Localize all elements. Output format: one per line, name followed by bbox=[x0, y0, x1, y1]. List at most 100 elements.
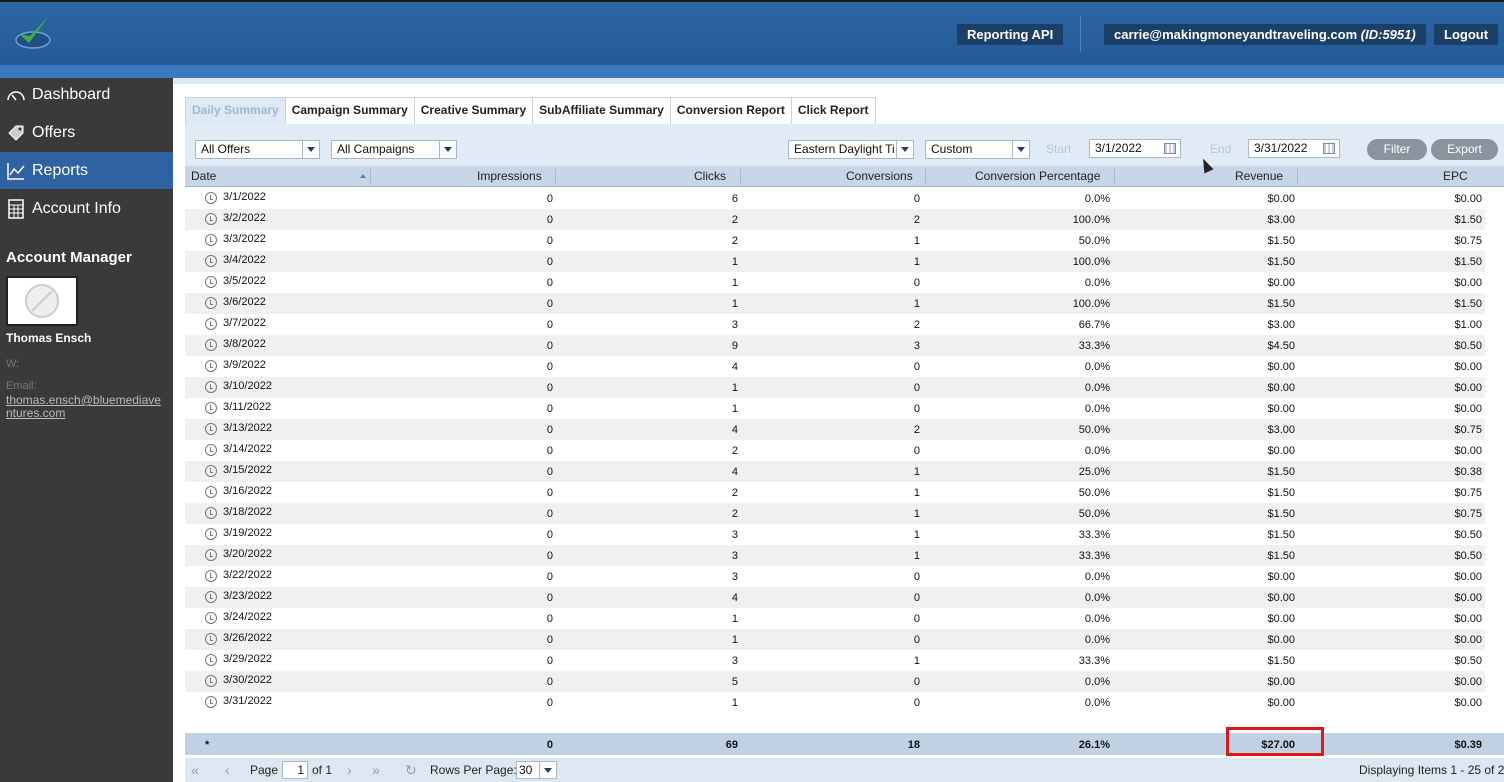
clock-icon[interactable] bbox=[205, 402, 217, 414]
column-header-conversion-percentage[interactable]: Conversion Percentage bbox=[975, 169, 1101, 183]
table-row[interactable]: 3/11/2022 0 1 0 0.0% $0.00 $0.00 bbox=[185, 398, 1485, 419]
clock-icon[interactable] bbox=[205, 276, 217, 288]
column-divider bbox=[740, 169, 741, 184]
table-row[interactable]: 3/22/2022 0 3 0 0.0% $0.00 $0.00 bbox=[185, 566, 1485, 587]
end-date-input[interactable]: 3/31/2022 bbox=[1248, 139, 1340, 158]
clock-icon[interactable] bbox=[205, 339, 217, 351]
clock-icon[interactable] bbox=[205, 255, 217, 267]
rows-per-page-select[interactable]: 30 bbox=[516, 761, 557, 779]
table-row[interactable]: 3/4/2022 0 1 1 100.0% $1.50 $1.50 bbox=[185, 251, 1485, 272]
logo-checkmark-icon[interactable] bbox=[12, 12, 54, 54]
user-account-button[interactable]: carrie@makingmoneyandtraveling.com (ID:5… bbox=[1104, 24, 1426, 45]
date-range-select[interactable]: Custom bbox=[925, 140, 1030, 159]
column-header-clicks[interactable]: Clicks bbox=[694, 169, 726, 183]
table-row[interactable]: 3/31/2022 0 1 0 0.0% $0.00 $0.00 bbox=[185, 692, 1485, 713]
table-header: Date Impressions Clicks Conversions Conv… bbox=[185, 166, 1504, 187]
prev-page-icon[interactable]: ‹ bbox=[225, 762, 230, 778]
table-row[interactable]: 3/6/2022 0 1 1 100.0% $1.50 $1.50 bbox=[185, 293, 1485, 314]
tab-subaffiliate-summary[interactable]: SubAffiliate Summary bbox=[532, 97, 671, 124]
calendar-icon[interactable] bbox=[1323, 143, 1335, 154]
next-page-icon[interactable]: › bbox=[347, 762, 352, 778]
export-button[interactable]: Export bbox=[1431, 139, 1498, 160]
table-row[interactable]: 3/18/2022 0 2 1 50.0% $1.50 $0.75 bbox=[185, 503, 1485, 524]
cell-date: 3/26/2022 bbox=[223, 632, 272, 644]
clock-icon[interactable] bbox=[205, 549, 217, 561]
table-row[interactable]: 3/7/2022 0 3 2 66.7% $3.00 $1.00 bbox=[185, 314, 1485, 335]
table-row[interactable]: 3/30/2022 0 5 0 0.0% $0.00 $0.00 bbox=[185, 671, 1485, 692]
cell-epc: $0.00 bbox=[1454, 697, 1482, 709]
column-header-date[interactable]: Date bbox=[191, 169, 217, 183]
calendar-icon[interactable] bbox=[1164, 143, 1176, 154]
column-header-revenue[interactable]: Revenue bbox=[1235, 169, 1284, 183]
timezone-select[interactable]: Eastern Daylight Ti bbox=[788, 140, 914, 159]
table-row[interactable]: 3/19/2022 0 3 1 33.3% $1.50 $0.50 bbox=[185, 524, 1485, 545]
start-date-input[interactable]: 3/1/2022 bbox=[1089, 139, 1181, 158]
table-row[interactable]: 3/13/2022 0 4 2 50.0% $3.00 $0.75 bbox=[185, 419, 1485, 440]
clock-icon[interactable] bbox=[205, 696, 217, 708]
clock-icon[interactable] bbox=[205, 654, 217, 666]
logout-button[interactable]: Logout bbox=[1434, 24, 1499, 45]
table-row[interactable]: 3/1/2022 0 6 0 0.0% $0.00 $0.00 bbox=[185, 188, 1485, 209]
cell-conversion-percentage: 66.7% bbox=[1078, 319, 1110, 331]
cell-revenue: $1.50 bbox=[1267, 550, 1295, 562]
table-row[interactable]: 3/23/2022 0 4 0 0.0% $0.00 $0.00 bbox=[185, 587, 1485, 608]
tab-creative-summary[interactable]: Creative Summary bbox=[413, 97, 534, 124]
clock-icon[interactable] bbox=[205, 297, 217, 309]
sidebar-item-dashboard[interactable]: Dashboard bbox=[0, 76, 173, 113]
clock-icon[interactable] bbox=[205, 591, 217, 603]
cell-conversion-percentage: 0.0% bbox=[1084, 277, 1110, 289]
clock-icon[interactable] bbox=[205, 423, 217, 435]
manager-email-link[interactable]: thomas.ensch@bluemediaventures.com bbox=[6, 393, 161, 420]
first-page-icon[interactable]: « bbox=[191, 762, 199, 778]
clock-icon[interactable] bbox=[205, 633, 217, 645]
totals-row: * 0 69 18 26.1% $27.00 $0.39 bbox=[185, 733, 1504, 755]
tab-conversion-report[interactable]: Conversion Report bbox=[669, 97, 792, 124]
tab-click-report[interactable]: Click Report bbox=[790, 97, 876, 124]
tab-daily-summary[interactable]: Daily Summary bbox=[185, 97, 286, 124]
table-row[interactable]: 3/26/2022 0 1 0 0.0% $0.00 $0.00 bbox=[185, 629, 1485, 650]
campaigns-select[interactable]: All Campaigns bbox=[331, 140, 457, 159]
offers-select[interactable]: All Offers bbox=[195, 140, 320, 159]
table-row[interactable]: 3/20/2022 0 3 1 33.3% $1.50 $0.50 bbox=[185, 545, 1485, 566]
column-header-epc[interactable]: EPC bbox=[1443, 169, 1468, 183]
refresh-icon[interactable]: ↻ bbox=[405, 762, 417, 778]
table-row[interactable]: 3/10/2022 0 1 0 0.0% $0.00 $0.00 bbox=[185, 377, 1485, 398]
column-header-conversions[interactable]: Conversions bbox=[846, 169, 913, 183]
clock-icon[interactable] bbox=[205, 507, 217, 519]
sidebar-item-account-info[interactable]: Account Info bbox=[0, 190, 173, 227]
table-row[interactable]: 3/2/2022 0 2 2 100.0% $3.00 $1.50 bbox=[185, 209, 1485, 230]
table-row[interactable]: 3/5/2022 0 1 0 0.0% $0.00 $0.00 bbox=[185, 272, 1485, 293]
clock-icon[interactable] bbox=[205, 675, 217, 687]
cell-epc: $0.75 bbox=[1454, 424, 1482, 436]
clock-icon[interactable] bbox=[205, 612, 217, 624]
table-row[interactable]: 3/9/2022 0 4 0 0.0% $0.00 $0.00 bbox=[185, 356, 1485, 377]
table-row[interactable]: 3/15/2022 0 4 1 25.0% $1.50 $0.38 bbox=[185, 461, 1485, 482]
table-row[interactable]: 3/8/2022 0 9 3 33.3% $4.50 $0.50 bbox=[185, 335, 1485, 356]
table-row[interactable]: 3/16/2022 0 2 1 50.0% $1.50 $0.75 bbox=[185, 482, 1485, 503]
clock-icon[interactable] bbox=[205, 570, 217, 582]
cell-conversion-percentage: 50.0% bbox=[1078, 235, 1110, 247]
clock-icon[interactable] bbox=[205, 234, 217, 246]
clock-icon[interactable] bbox=[205, 360, 217, 372]
clock-icon[interactable] bbox=[205, 192, 217, 204]
clock-icon[interactable] bbox=[205, 444, 217, 456]
clock-icon[interactable] bbox=[205, 318, 217, 330]
page-number-input[interactable]: 1 bbox=[282, 761, 308, 779]
clock-icon[interactable] bbox=[205, 465, 217, 477]
table-row[interactable]: 3/14/2022 0 2 0 0.0% $0.00 $0.00 bbox=[185, 440, 1485, 461]
clock-icon[interactable] bbox=[205, 381, 217, 393]
filter-button[interactable]: Filter bbox=[1367, 139, 1427, 160]
sidebar-item-offers[interactable]: Offers bbox=[0, 114, 173, 151]
tab-campaign-summary[interactable]: Campaign Summary bbox=[284, 97, 415, 124]
sidebar-item-reports[interactable]: Reports bbox=[0, 152, 173, 189]
clock-icon[interactable] bbox=[205, 213, 217, 225]
clock-icon[interactable] bbox=[205, 486, 217, 498]
table-row[interactable]: 3/24/2022 0 1 0 0.0% $0.00 $0.00 bbox=[185, 608, 1485, 629]
table-row[interactable]: 3/3/2022 0 2 1 50.0% $1.50 $0.75 bbox=[185, 230, 1485, 251]
last-page-icon[interactable]: » bbox=[372, 762, 380, 778]
table-row[interactable]: 3/29/2022 0 3 1 33.3% $1.50 $0.50 bbox=[185, 650, 1485, 671]
clock-icon[interactable] bbox=[205, 528, 217, 540]
cell-epc: $0.00 bbox=[1454, 361, 1482, 373]
reporting-api-button[interactable]: Reporting API bbox=[957, 24, 1064, 45]
column-header-impressions[interactable]: Impressions bbox=[477, 169, 542, 183]
